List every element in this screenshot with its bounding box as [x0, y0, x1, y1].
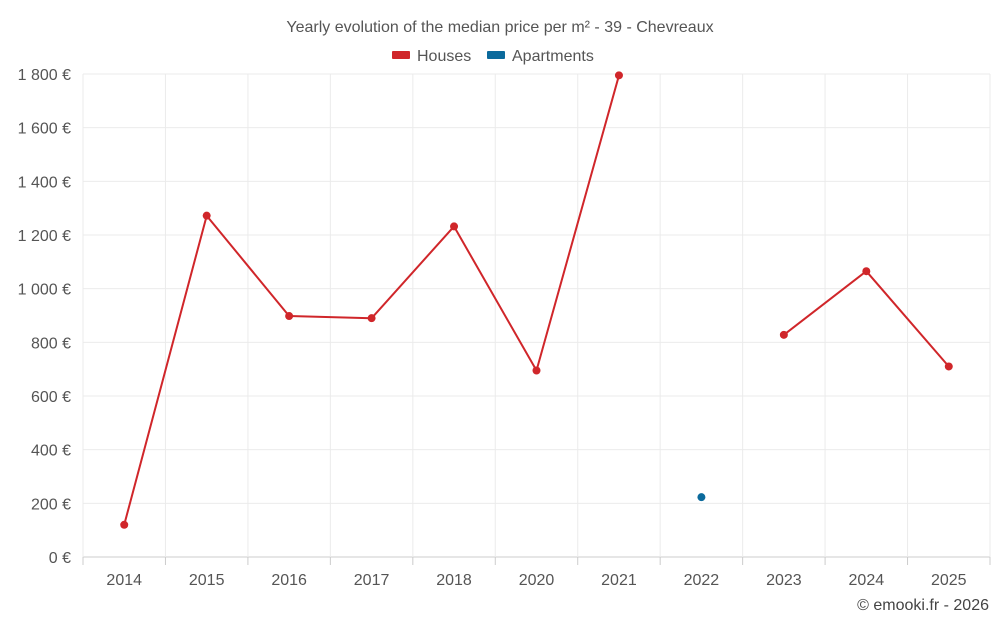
legend-label-apartments: Apartments [512, 48, 594, 65]
y-tick-label: 400 € [31, 443, 71, 460]
x-tick-label: 2023 [766, 572, 802, 589]
y-tick-label: 600 € [31, 389, 71, 406]
data-point-apartments[interactable] [697, 493, 706, 502]
data-point-houses[interactable] [285, 312, 294, 321]
series-line-houses [783, 270, 950, 368]
data-point-houses[interactable] [450, 222, 459, 231]
x-tick-label: 2022 [684, 572, 720, 589]
legend-item-houses[interactable]: Houses [392, 48, 471, 65]
legend-swatch-houses [392, 51, 410, 59]
legend-swatch-apartments [487, 51, 505, 59]
chart-title: Yearly evolution of the median price per… [286, 19, 713, 36]
x-axis: 2014 2015 2016 2017 2018 2020 2021 2022 2023 2024… [82, 557, 991, 589]
data-point-houses[interactable] [120, 520, 129, 529]
y-tick-label: 1 400 € [18, 174, 71, 191]
y-tick-label: 200 € [31, 496, 71, 513]
y-tick-label: 1 600 € [18, 121, 71, 138]
series-apartments [697, 493, 706, 502]
y-tick-label: 0 € [49, 550, 71, 567]
y-axis: 0 € 200 € 400 € 600 € 800 € 1 000 € 1 200 € 1 4… [18, 67, 71, 567]
data-point-houses[interactable] [779, 330, 788, 339]
grid [82, 73, 991, 558]
legend-label-houses: Houses [417, 48, 471, 65]
data-point-houses[interactable] [367, 314, 376, 323]
credit-text: © emooki.fr - 2026 [857, 597, 989, 614]
x-tick-label: 2025 [931, 572, 967, 589]
x-tick-label: 2021 [601, 572, 637, 589]
x-tick-label: 2020 [519, 572, 555, 589]
data-point-houses[interactable] [532, 366, 541, 375]
series-line-houses [123, 75, 620, 526]
x-tick-label: 2018 [436, 572, 472, 589]
legend-item-apartments[interactable]: Apartments [487, 48, 594, 65]
series [120, 71, 953, 529]
y-tick-label: 1 800 € [18, 67, 71, 84]
data-point-houses[interactable] [944, 362, 953, 371]
series-houses [120, 71, 953, 529]
y-tick-label: 800 € [31, 335, 71, 352]
x-tick-label: 2015 [189, 572, 225, 589]
data-point-houses[interactable] [862, 267, 871, 276]
x-tick-label: 2014 [106, 572, 142, 589]
x-tick-label: 2017 [354, 572, 390, 589]
x-tick-label: 2024 [849, 572, 885, 589]
legend: Houses Apartments [392, 48, 594, 65]
y-tick-label: 1 000 € [18, 282, 71, 299]
x-tick-label: 2016 [271, 572, 307, 589]
data-point-houses[interactable] [202, 211, 211, 220]
y-tick-label: 1 200 € [18, 228, 71, 245]
data-point-houses[interactable] [614, 71, 623, 80]
